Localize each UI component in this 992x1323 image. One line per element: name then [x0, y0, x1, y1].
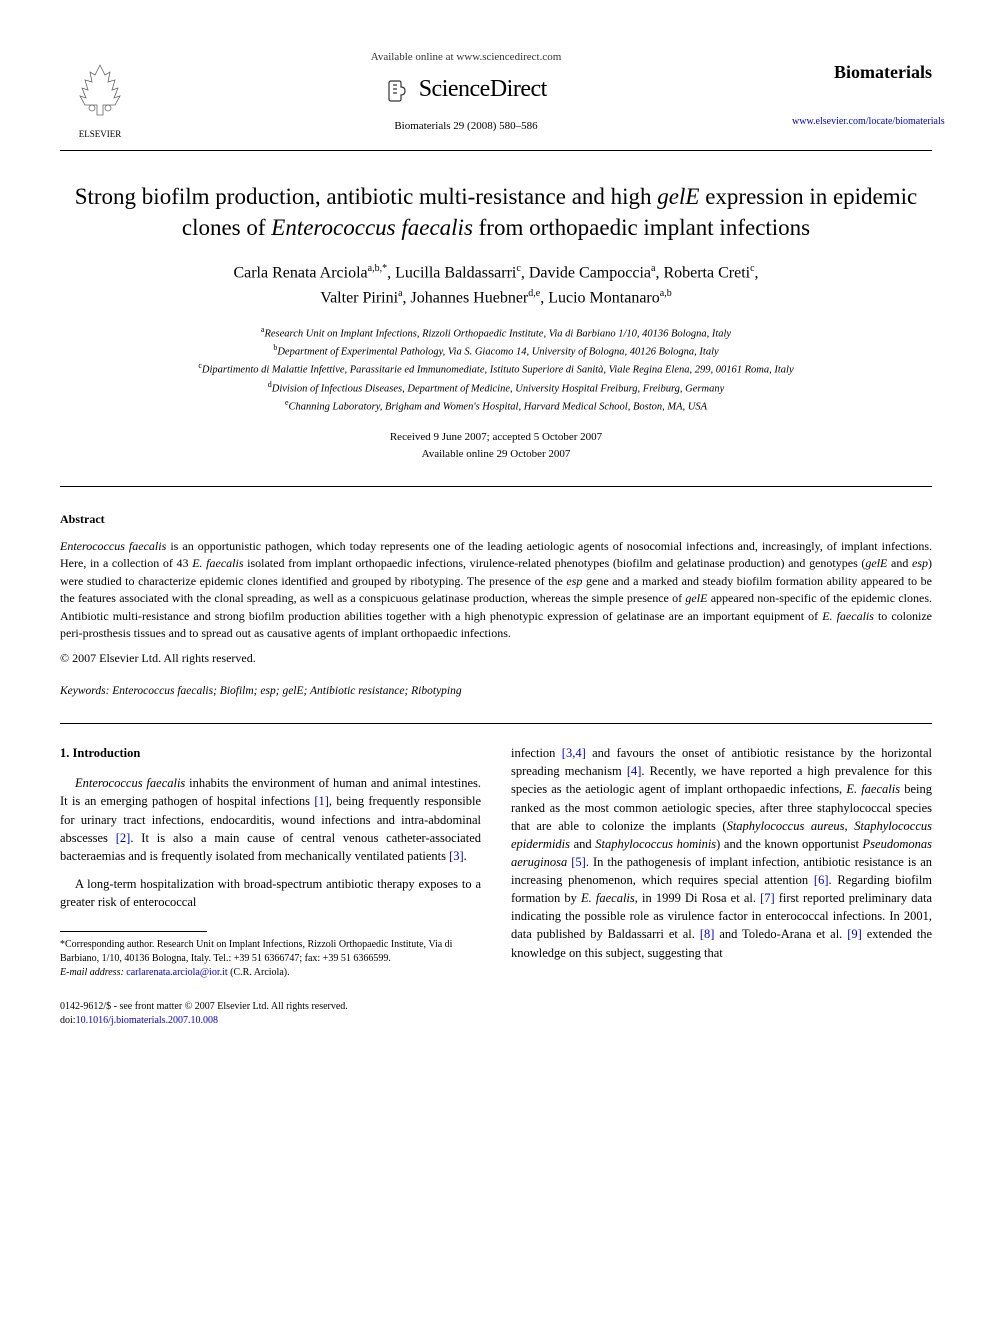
- affiliations: aResearch Unit on Implant Infections, Ri…: [60, 324, 932, 415]
- copyright: © 2007 Elsevier Ltd. All rights reserved…: [60, 650, 932, 667]
- ref-7[interactable]: [7]: [760, 891, 775, 905]
- keywords: Keywords: Enterococcus faecalis; Biofilm…: [60, 683, 932, 699]
- ref-4[interactable]: [4]: [627, 764, 642, 778]
- intro-paragraph-2: A long-term hospitalization with broad-s…: [60, 875, 481, 911]
- ref-2[interactable]: [2]: [116, 831, 131, 845]
- journal-logo-block: Biomaterials www.elsevier.com/locate/bio…: [792, 40, 932, 129]
- intro-paragraph-1: Enterococcus faecalis inhabits the envir…: [60, 774, 481, 865]
- elsevier-tree-icon: [70, 60, 130, 120]
- ref-6[interactable]: [6]: [814, 873, 829, 887]
- ref-3[interactable]: [3]: [449, 849, 464, 863]
- abstract-bottom-rule: [60, 723, 932, 724]
- journal-link[interactable]: www.elsevier.com/locate/biomaterials: [792, 115, 932, 129]
- article-dates: Received 9 June 2007; accepted 5 October…: [60, 429, 932, 462]
- center-header: Available online at www.sciencedirect.co…: [140, 40, 792, 134]
- body-columns: 1. Introduction Enterococcus faecalis in…: [60, 744, 932, 980]
- introduction-heading: 1. Introduction: [60, 744, 481, 762]
- left-column: 1. Introduction Enterococcus faecalis in…: [60, 744, 481, 980]
- ref-5[interactable]: [5]: [571, 855, 586, 869]
- abstract-top-rule: [60, 486, 932, 487]
- ref-9[interactable]: [9]: [847, 927, 862, 941]
- sciencedirect-icon: [385, 79, 409, 103]
- abstract-heading: Abstract: [60, 511, 932, 528]
- header-rule: [60, 150, 932, 151]
- ref-1[interactable]: [1]: [314, 794, 329, 808]
- article-title: Strong biofilm production, antibiotic mu…: [60, 181, 932, 243]
- footnote-rule: [60, 931, 207, 932]
- authors-list: Carla Renata Arciolaa,b,*, Lucilla Balda…: [60, 261, 932, 310]
- sciencedirect-logo: ScienceDirect: [140, 73, 792, 107]
- available-online-text: Available online at www.sciencedirect.co…: [140, 50, 792, 65]
- ref-8[interactable]: [8]: [700, 927, 715, 941]
- ref-3-4[interactable]: [3,4]: [562, 746, 586, 760]
- corresponding-author-footnote: *Corresponding author. Research Unit on …: [60, 938, 481, 980]
- abstract-text: Enterococcus faecalis is an opportunisti…: [60, 538, 932, 642]
- doi-link[interactable]: 10.1016/j.biomaterials.2007.10.008: [76, 1015, 219, 1026]
- footer: 0142-9612/$ - see front matter © 2007 El…: [60, 1000, 932, 1028]
- email-link[interactable]: carlarenata.arciola@ior.it: [126, 967, 227, 978]
- elsevier-label: ELSEVIER: [60, 128, 140, 141]
- header: ELSEVIER Available online at www.science…: [60, 40, 932, 140]
- front-matter: 0142-9612/$ - see front matter © 2007 El…: [60, 1000, 932, 1014]
- elsevier-logo: ELSEVIER: [60, 40, 140, 140]
- journal-name: Biomaterials: [792, 60, 932, 85]
- intro-paragraph-3: infection [3,4] and favours the onset of…: [511, 744, 932, 962]
- right-column: infection [3,4] and favours the onset of…: [511, 744, 932, 980]
- journal-reference: Biomaterials 29 (2008) 580–586: [140, 119, 792, 134]
